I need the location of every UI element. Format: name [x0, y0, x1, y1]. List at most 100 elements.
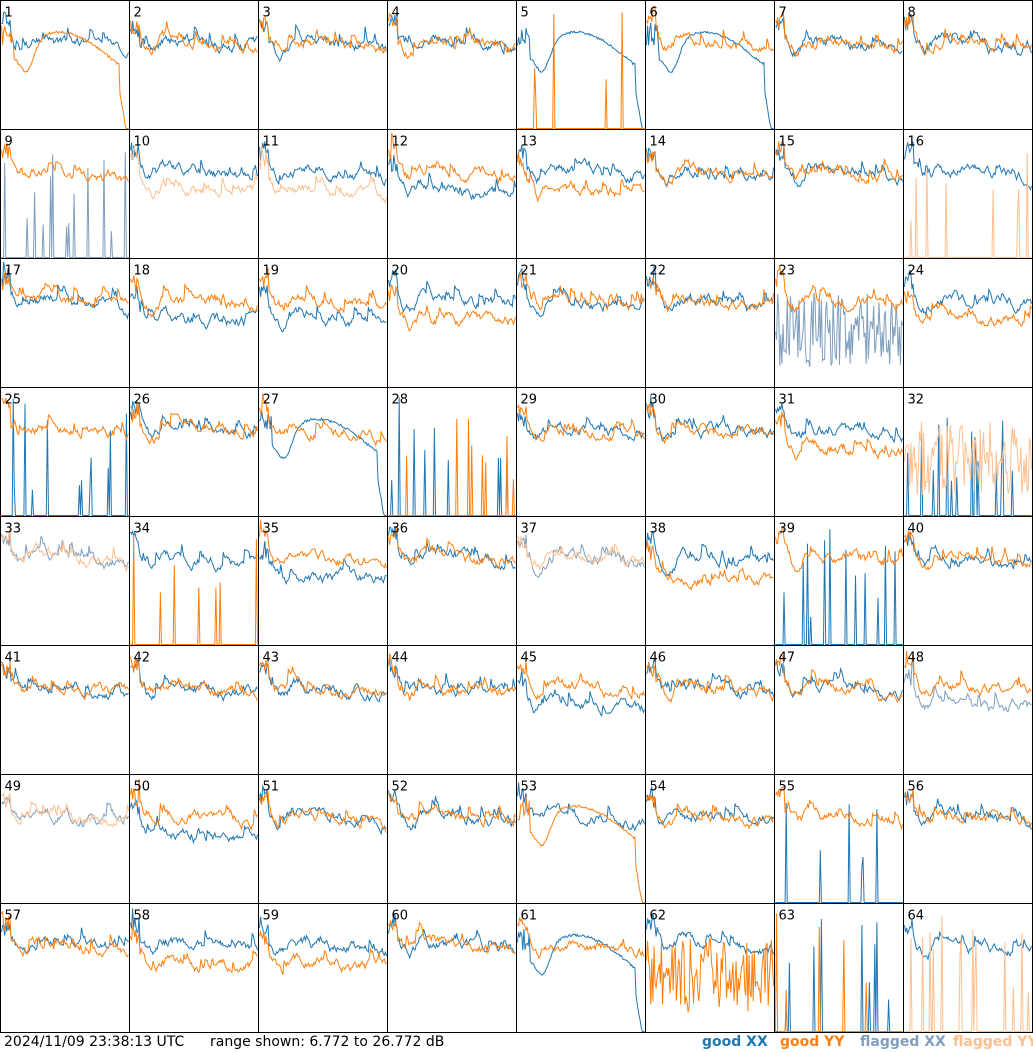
series-good-yy: [388, 527, 516, 570]
panel-55: 55: [774, 774, 904, 904]
series-good-yy: [388, 793, 516, 828]
panel-label: 26: [134, 393, 151, 408]
panel-frame: [774, 0, 904, 130]
panel-label: 34: [134, 522, 151, 537]
panel-label: 55: [779, 780, 796, 795]
series-flagged-yy: [259, 145, 387, 205]
series-good-yy: [775, 266, 903, 314]
panel-label: 15: [779, 135, 796, 150]
series-good-yy: [517, 661, 645, 701]
panel-label: 14: [650, 135, 667, 150]
panel-label: 44: [392, 651, 409, 666]
panel-label: 42: [134, 651, 151, 666]
series-good-yy: [130, 779, 258, 832]
panel-frame: [516, 774, 646, 904]
panel-15: 15: [774, 129, 904, 259]
panel-49: 49: [0, 774, 130, 904]
panel-frame: [129, 774, 259, 904]
panel-10: 10: [129, 129, 259, 259]
series-good-yy: [517, 917, 645, 959]
series-good-xx: [646, 530, 774, 577]
panel-label: 52: [392, 780, 409, 795]
series-good-yy: [904, 530, 1032, 571]
panel-frame: [774, 516, 904, 646]
series-good-yy: [388, 920, 516, 955]
panel-label: 25: [5, 393, 22, 408]
panel-label: 58: [134, 909, 151, 924]
series-good-yy: [1, 661, 129, 701]
panel-label: 38: [650, 522, 667, 537]
panel-label: 63: [779, 909, 796, 924]
series-good-yy: [1, 25, 129, 129]
panel-label: 16: [908, 135, 925, 150]
panel-label: 45: [521, 651, 538, 666]
series-good-xx: [130, 285, 258, 330]
panel-33: 33: [0, 516, 130, 646]
series-good-yy: [904, 290, 1032, 327]
panel-frame: [387, 774, 517, 904]
series-good-yy: [646, 793, 774, 830]
panel-label: 47: [779, 651, 796, 666]
footer-bar: 2024/11/09 23:38:13 UTC range shown: 6.7…: [0, 1033, 1033, 1053]
series-good-xx: [646, 266, 774, 312]
panel-label: 28: [392, 393, 409, 408]
panel-19: 19: [258, 258, 388, 388]
panel-label: 33: [5, 522, 22, 537]
panel-label: 48: [908, 651, 925, 666]
panel-frame: [0, 774, 130, 904]
panel-label: 7: [779, 6, 787, 21]
panel-frame: [0, 516, 130, 646]
panel-frame: [903, 903, 1033, 1033]
series-good-yy: [646, 541, 774, 591]
panel-frame: [516, 0, 646, 130]
panel-14: 14: [645, 129, 775, 259]
panel-label: 51: [263, 780, 280, 795]
panel-44: 44: [387, 645, 517, 775]
panel-60: 60: [387, 903, 517, 1033]
panel-34: 34: [129, 516, 259, 646]
series-good-xx: [775, 802, 903, 903]
panel-label: 57: [5, 909, 22, 924]
series-good-yy: [517, 797, 645, 903]
panel-label: 18: [134, 264, 151, 279]
series-good-yy: [517, 12, 645, 129]
panel-51: 51: [258, 774, 388, 904]
panel-frame: [645, 129, 775, 259]
series-good-yy: [259, 790, 387, 833]
panel-label: 32: [908, 393, 925, 408]
series-good-xx: [388, 790, 516, 831]
panel-frame: [0, 129, 130, 259]
panel-frame: [129, 387, 259, 517]
series-flagged-xx: [1, 152, 129, 258]
panel-29: 29: [516, 387, 646, 517]
panel-label: 3: [263, 6, 271, 21]
panel-frame: [774, 774, 904, 904]
series-good-yy: [775, 785, 903, 831]
series-good-yy: [388, 12, 516, 60]
series-good-xx: [1, 398, 129, 516]
series-good-yy: [388, 418, 516, 516]
series-good-yy: [517, 152, 645, 203]
panel-48: 48: [903, 645, 1033, 775]
legend-flagged-xx: flagged XX: [860, 1034, 946, 1050]
series-good-xx: [1, 921, 129, 955]
panel-label: 13: [521, 135, 538, 150]
series-good-xx: [646, 913, 774, 956]
series-good-xx: [775, 16, 903, 58]
series-good-xx: [130, 529, 258, 573]
panel-label: 46: [650, 651, 667, 666]
series-good-xx: [904, 141, 1032, 191]
panel-frame: [774, 903, 904, 1033]
series-good-xx: [130, 799, 258, 845]
panel-56: 56: [903, 774, 1033, 904]
panel-62: 62: [645, 903, 775, 1033]
panel-frame: [645, 258, 775, 388]
panel-frame: [516, 258, 646, 388]
panel-frame: [516, 903, 646, 1033]
series-good-xx: [517, 669, 645, 717]
panel-45: 45: [516, 645, 646, 775]
panel-label: 54: [650, 780, 667, 795]
panel-36: 36: [387, 516, 517, 646]
panel-4: 4: [387, 0, 517, 130]
panel-label: 12: [392, 135, 409, 150]
